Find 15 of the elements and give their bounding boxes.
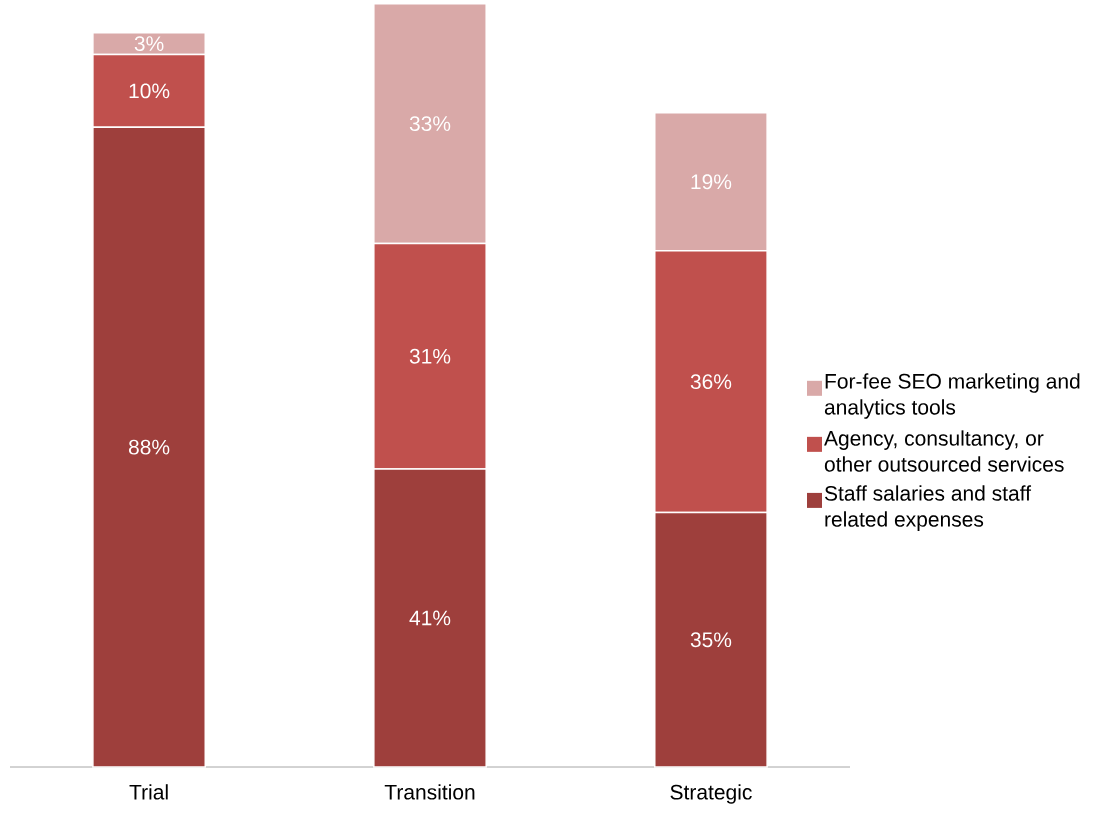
data-label: 88% [128,439,170,455]
data-label: 3% [134,36,164,52]
data-label: 33% [409,116,451,132]
data-label: 36% [690,374,732,390]
data-label: 35% [690,632,732,648]
data-label: 10% [129,83,170,99]
x-tick-label: Transition [384,784,475,800]
x-tick-label: Strategic [670,784,752,804]
data-label: 19% [691,174,732,190]
legend-label: Staff salaries and staff related expenses [824,485,1032,531]
x-tick-label: Trial [129,784,168,800]
legend-label: Agency, consultancy, or other outsourced services [824,430,1064,472]
legend-label: For-fee SEO marketing and analytics tools [824,373,1080,419]
data-label: 31% [409,348,451,364]
data-label: 41% [409,610,451,626]
